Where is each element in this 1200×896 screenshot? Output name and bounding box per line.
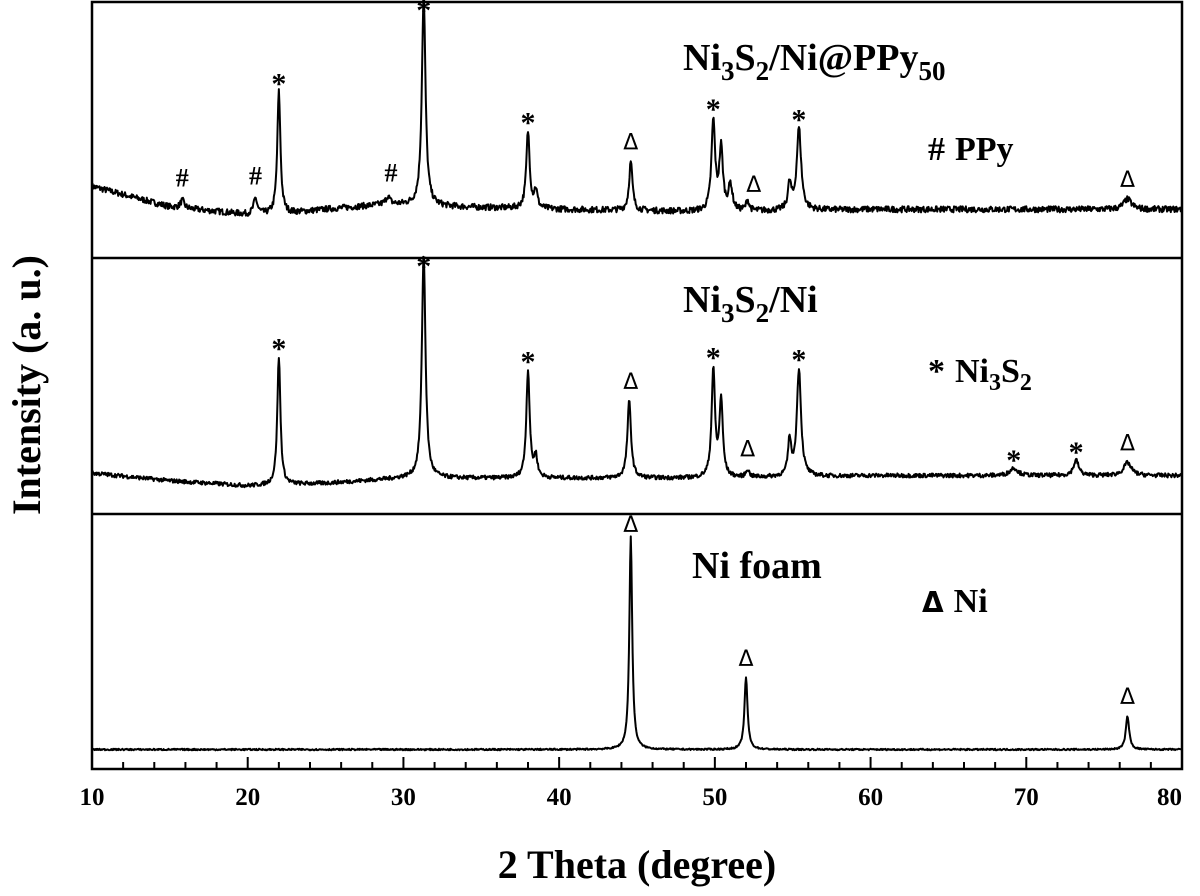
- tick-layer: 10 20 30 40 50 60 70 80: [80, 757, 1183, 811]
- marker-layer: # # * # * * Δ * Δ * Δ * * * Δ * Δ * * * Δ Δ Δ Δ: [176, 0, 1135, 710]
- peak-marker-2-9: *: [1069, 436, 1084, 469]
- series-line-2: [91, 255, 1183, 489]
- panel-title-1: Ni3S2/Ni@PPy50: [683, 37, 945, 86]
- peak-marker-1-5: *: [416, 0, 431, 27]
- peak-marker-1-7: Δ: [623, 131, 638, 156]
- y-axis-title: Intensity (a. u.): [4, 255, 49, 515]
- peak-marker-1-9: Δ: [746, 173, 761, 198]
- peak-marker-1-8: *: [706, 93, 721, 126]
- peak-marker-2-5: *: [706, 342, 721, 375]
- peak-marker-2-6: Δ: [740, 438, 755, 463]
- x-tick-label: 60: [858, 784, 883, 811]
- series-line-3: [91, 535, 1183, 752]
- x-tick-label: 80: [1157, 784, 1182, 811]
- x-tick-label: 40: [547, 784, 572, 811]
- legend-ppy: # PPy: [928, 131, 1014, 168]
- plot-frame: [90, 0, 1184, 771]
- peak-marker-3-2: Δ: [738, 647, 753, 672]
- peak-marker-2-3: *: [521, 345, 536, 378]
- x-tick-label: 20: [235, 784, 260, 811]
- series-layer: [91, 0, 1183, 752]
- peak-marker-2-1: *: [271, 333, 286, 366]
- x-tick-label: 30: [391, 784, 416, 811]
- series-line-1: [91, 0, 1183, 217]
- x-axis-title: 2 Theta (degree): [498, 842, 776, 887]
- legend-ni3s2: * Ni3S2: [928, 353, 1032, 396]
- peak-marker-3-3: Δ: [1120, 685, 1135, 710]
- peak-marker-2-10: Δ: [1120, 432, 1135, 457]
- peak-marker-3-1: Δ: [623, 513, 638, 538]
- peak-marker-1-6: *: [521, 107, 536, 140]
- peak-marker-2-8: *: [1006, 444, 1021, 477]
- peak-marker-1-4: #: [385, 159, 398, 188]
- peak-marker-2-7: *: [791, 344, 806, 377]
- peak-marker-2-4: Δ: [623, 370, 638, 395]
- legend-ni: Δ Ni: [922, 583, 988, 620]
- peak-marker-1-2: #: [249, 161, 262, 190]
- x-tick-label: 70: [1014, 784, 1039, 811]
- panel-title-3: Ni foam: [692, 545, 822, 587]
- peak-marker-2-2: *: [416, 250, 431, 283]
- peak-marker-1-11: Δ: [1120, 168, 1135, 193]
- peak-marker-1-3: *: [271, 67, 286, 100]
- x-tick-label: 50: [702, 784, 727, 811]
- peak-marker-1-10: *: [791, 103, 806, 136]
- x-tick-label: 10: [80, 784, 105, 811]
- peak-marker-1-1: #: [176, 163, 189, 192]
- panel-title-2: Ni3S2/Ni: [683, 279, 818, 328]
